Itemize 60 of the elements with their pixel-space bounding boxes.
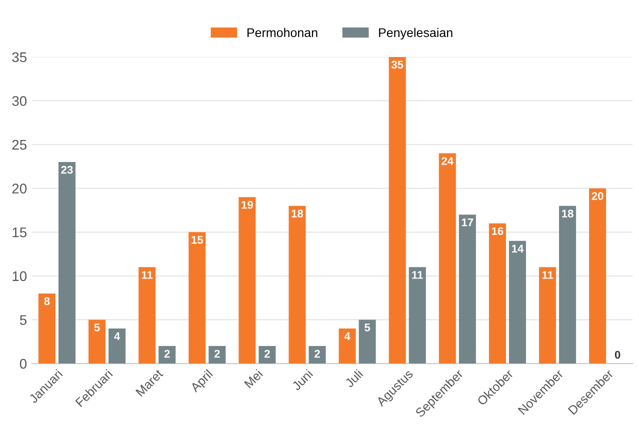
data-label: 18 [562, 210, 574, 218]
bar [258, 346, 276, 364]
bar [188, 232, 206, 364]
x-tick-label: Juli [344, 368, 364, 388]
bar [358, 320, 376, 364]
data-label: 5 [364, 324, 370, 332]
data-label: 8 [44, 297, 50, 306]
data-label: 2 [264, 350, 270, 358]
bar [238, 197, 256, 364]
y-tick-label: 0 [20, 358, 27, 369]
bar [508, 240, 526, 364]
data-label: 19 [242, 200, 253, 209]
y-tick-label: 35 [12, 52, 27, 62]
bar [308, 346, 326, 364]
bar [458, 214, 476, 364]
bar [388, 56, 406, 364]
data-label: 11 [412, 271, 423, 279]
data-label: 2 [214, 350, 220, 358]
data-label: 23 [61, 166, 73, 174]
data-label: 4 [344, 332, 350, 340]
bar [138, 267, 156, 364]
data-label: 15 [192, 236, 203, 244]
x-tick-label: Mei [244, 368, 264, 388]
data-label: 11 [142, 271, 153, 279]
data-label: 24 [442, 157, 454, 165]
data-label: 14 [512, 244, 524, 252]
bar [338, 328, 356, 364]
data-label: 5 [94, 324, 100, 332]
bar [559, 206, 576, 364]
bar [88, 320, 106, 364]
x-tick-label: Juni [291, 368, 314, 391]
data-label: 16 [492, 227, 504, 236]
data-label: 35 [391, 60, 404, 69]
data-label: 2 [164, 350, 170, 358]
bar [158, 346, 176, 364]
legend-label: Permohonan [247, 28, 318, 38]
bar [488, 223, 506, 364]
y-tick-label: 5 [20, 315, 27, 325]
data-label: 0 [614, 350, 620, 359]
y-tick-label: 10 [12, 271, 27, 282]
bar [438, 153, 456, 364]
y-tick-label: 30 [12, 96, 27, 106]
bar [58, 162, 76, 364]
y-tick-label: 20 [12, 184, 27, 194]
data-label: 4 [114, 332, 120, 340]
data-label: 18 [292, 210, 304, 218]
bar [108, 328, 126, 364]
bar [408, 267, 426, 364]
bar [288, 206, 306, 364]
bar [539, 267, 556, 364]
bar [589, 188, 606, 364]
y-tick-label: 25 [12, 140, 27, 150]
data-label: 17 [462, 218, 474, 226]
data-label: 2 [314, 350, 320, 358]
bar [38, 293, 56, 364]
bar [208, 346, 226, 364]
data-label: 11 [542, 271, 554, 279]
legend-label: Penyelesaian [379, 28, 452, 40]
y-tick-label: 15 [12, 228, 27, 238]
data-label: 20 [592, 192, 604, 200]
